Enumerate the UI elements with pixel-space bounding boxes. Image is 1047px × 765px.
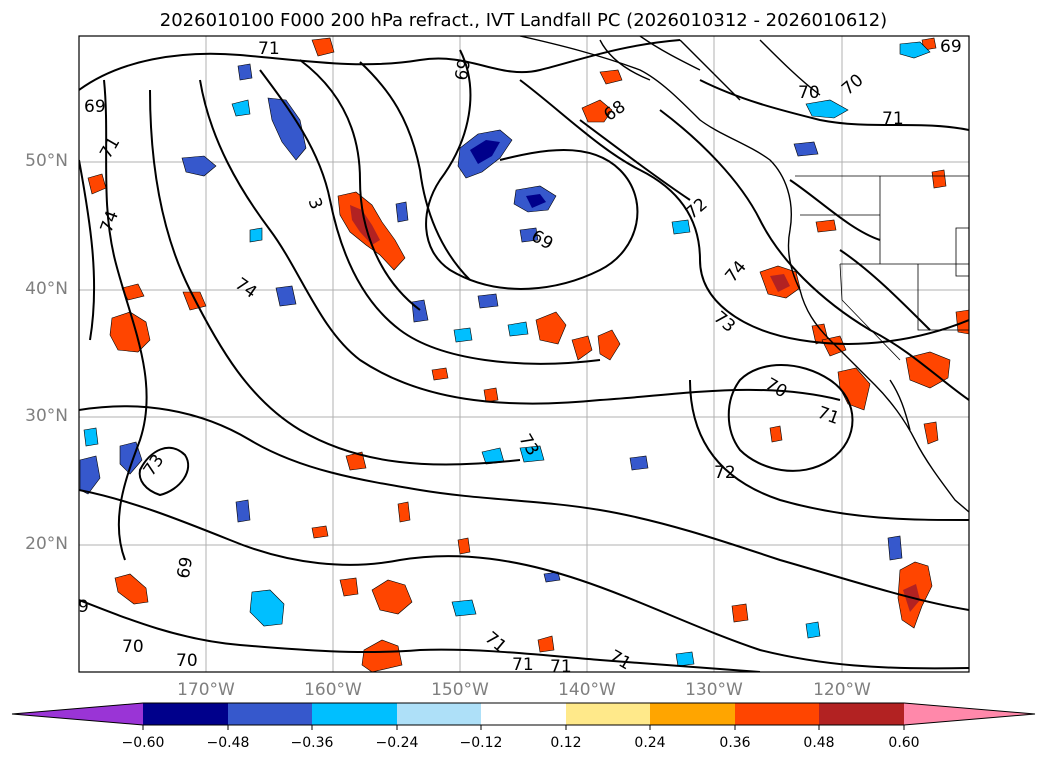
lon-label-120w: 120°W [813, 680, 871, 700]
colorbar-tick-label: 0.12 [550, 735, 582, 751]
contour-label: 71 [512, 655, 534, 675]
lon-label-150w: 150°W [431, 680, 489, 700]
contour-label: 71 [882, 109, 904, 129]
lat-label-20n: 20°N [25, 534, 68, 554]
colorbar-bin [481, 703, 566, 725]
lat-label-40n: 40°N [25, 279, 68, 299]
coastline [519, 36, 969, 513]
colorbar-bin [735, 703, 819, 725]
colorbar-bin [143, 703, 228, 725]
height-contours [79, 39, 969, 672]
map-title: 2026010100 F000 200 hPa refract., IVT La… [159, 10, 888, 31]
contour-label: 69 [174, 555, 197, 580]
contour-label: 70 [176, 651, 198, 671]
contour-label: 69 [940, 37, 962, 57]
contour-label: 69 [84, 97, 106, 117]
colorbar-tick-label: −0.24 [375, 735, 419, 751]
contour-label: 71 [550, 657, 572, 677]
colorbar-bin [819, 703, 904, 725]
colorbar-extend-low [12, 703, 143, 725]
lat-label-30n: 30°N [25, 406, 68, 426]
lon-label-140w: 140°W [558, 680, 616, 700]
lon-label-130w: 130°W [685, 680, 743, 700]
colorbar-bin [397, 703, 481, 725]
map-background [79, 36, 969, 672]
lon-label-170w: 170°W [177, 680, 235, 700]
contour-label: 70 [122, 637, 144, 657]
contour-label: 69 [452, 57, 475, 82]
colorbar-bin [650, 703, 735, 725]
negative-anomaly-fills [79, 41, 931, 667]
lat-label-50n: 50°N [25, 151, 68, 171]
state-borders [795, 175, 969, 361]
contour-label: 72 [714, 463, 736, 483]
colorbar-tick-label: −0.36 [290, 735, 334, 751]
colorbar [11, 702, 1036, 730]
contour-label: 9 [78, 597, 89, 617]
map-frame [78, 35, 970, 673]
colorbar-bin [312, 703, 397, 725]
colorbar-tick-label: −0.48 [206, 735, 250, 751]
colorbar-extend-high [904, 703, 1035, 725]
colorbar-tick-label: −0.60 [121, 735, 165, 751]
colorbar-tick-label: 0.24 [634, 735, 666, 751]
colorbar-bin [228, 703, 312, 725]
colorbar-tick-label: 0.36 [719, 735, 751, 751]
map-gridlines [79, 36, 969, 672]
contour-label: 71 [258, 39, 280, 59]
colorbar-tick-label: 0.48 [803, 735, 835, 751]
contour-label: 70 [798, 83, 820, 103]
colorbar-tick-label: −0.12 [459, 735, 503, 751]
lon-label-160w: 160°W [304, 680, 362, 700]
colorbar-bin [566, 703, 650, 725]
colorbar-tick-label: 0.60 [888, 735, 920, 751]
